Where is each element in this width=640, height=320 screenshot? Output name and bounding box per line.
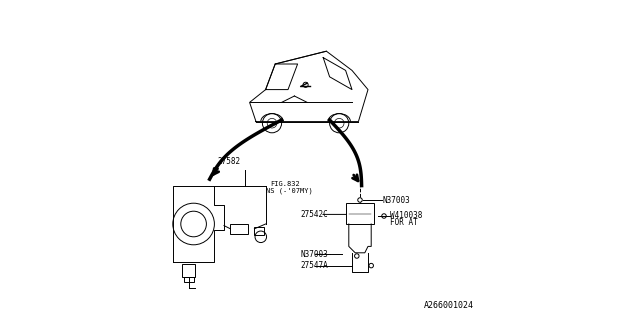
Text: 27542C: 27542C <box>301 210 328 219</box>
Bar <box>230 224 248 234</box>
Text: N37003: N37003 <box>301 250 328 259</box>
Text: N37003: N37003 <box>383 196 410 204</box>
Bar <box>184 277 193 282</box>
Text: 27547A: 27547A <box>301 261 328 270</box>
Bar <box>346 203 374 224</box>
Text: 27582: 27582 <box>217 157 241 166</box>
Text: A266001024: A266001024 <box>424 301 474 310</box>
Text: FOR AT: FOR AT <box>390 218 418 227</box>
Text: NS (-'07MY): NS (-'07MY) <box>266 187 312 194</box>
Bar <box>254 227 264 235</box>
Bar <box>182 264 195 277</box>
Text: W410038: W410038 <box>390 212 423 220</box>
Text: FIG.832: FIG.832 <box>270 181 300 187</box>
